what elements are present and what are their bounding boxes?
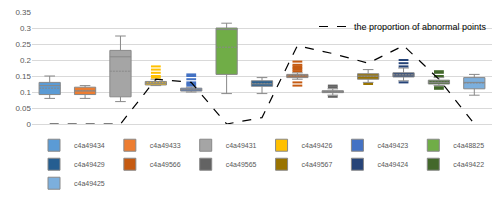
svg-text:0.15: 0.15 [15,72,31,81]
svg-text:c4a49423: c4a49423 [377,142,408,149]
svg-text:c4a48825: c4a48825 [453,142,484,149]
svg-text:c4a49433: c4a49433 [150,142,181,149]
svg-text:c4a49566: c4a49566 [150,161,181,168]
svg-text:0.3: 0.3 [20,24,32,33]
svg-text:c4a49431: c4a49431 [226,142,257,149]
svg-text:c4a49429: c4a49429 [74,161,105,168]
svg-text:0.25: 0.25 [15,40,31,49]
svg-text:0.35: 0.35 [15,8,31,17]
svg-text:0.05: 0.05 [15,104,31,113]
svg-text:c4a49422: c4a49422 [453,161,484,168]
svg-text:c4a49567: c4a49567 [302,161,333,168]
svg-text:c4a49565: c4a49565 [226,161,257,168]
svg-text:0.2: 0.2 [20,56,32,65]
svg-text:0: 0 [27,120,32,129]
svg-text:the proportion of abnormal poi: the proportion of abnormal points [354,22,487,32]
svg-text:c4a49425: c4a49425 [74,180,105,187]
svg-text:c4a49434: c4a49434 [74,142,105,149]
svg-text:c4a49424: c4a49424 [377,161,408,168]
svg-text:0.1: 0.1 [20,88,32,97]
svg-text:c4a49426: c4a49426 [302,142,333,149]
